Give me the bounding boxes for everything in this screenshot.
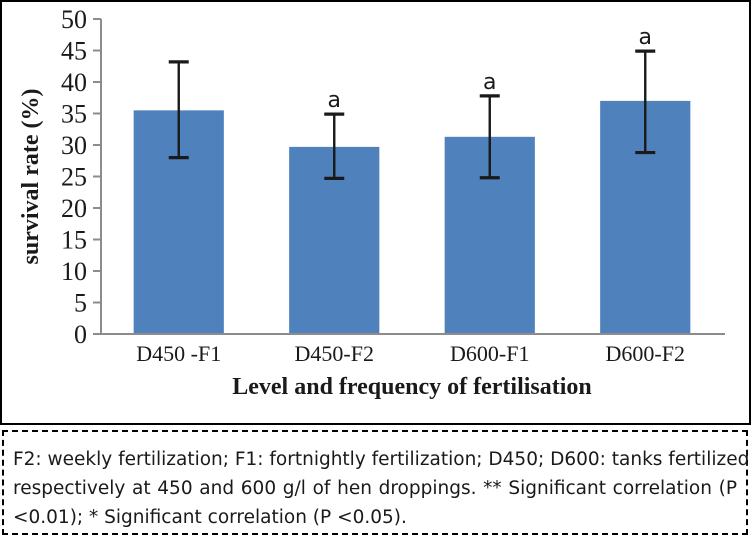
- x-tick-label: D600-F1: [450, 341, 529, 366]
- caption-box: F2: weekly fertilization; F1: fortnightl…: [2, 430, 750, 535]
- y-tick-label: 25: [61, 163, 87, 192]
- y-tick-label: 10: [61, 257, 87, 286]
- sig-letter: a: [639, 25, 652, 50]
- caption-line-2: respectively at 450 and 600 g/l of hen d…: [13, 478, 737, 499]
- y-tick-label: 0: [74, 320, 87, 349]
- y-tick-label: 5: [74, 289, 87, 318]
- sig-letter: a: [483, 70, 496, 95]
- x-axis-title: Level and frequency of fertilisation: [232, 374, 592, 400]
- chart-panel: a a a 0 5 10 15 20 25 30 35 40 45 50 D450 -F1 D450-F2 D6…: [0, 0, 751, 425]
- x-tick-label: D600-F2: [606, 341, 685, 366]
- x-tick-label: D450 -F1: [136, 341, 221, 366]
- y-tick-label: 20: [61, 194, 87, 223]
- caption-line-1: F2: weekly fertilization; F1: fortnightl…: [13, 449, 750, 470]
- y-tick-label: 40: [61, 68, 87, 97]
- x-tick-label: D450-F2: [295, 341, 374, 366]
- y-tick-label: 15: [61, 226, 87, 255]
- caption-line-3: <0.01); * Significant correlation (P <0.…: [13, 507, 407, 528]
- y-tick-label: 35: [61, 100, 87, 129]
- y-tick-label: 50: [61, 5, 87, 34]
- y-tick-label: 45: [61, 37, 87, 66]
- y-tick-label: 30: [61, 131, 87, 160]
- sig-letter: a: [328, 88, 341, 113]
- y-axis-title: survival rate (%): [18, 89, 44, 265]
